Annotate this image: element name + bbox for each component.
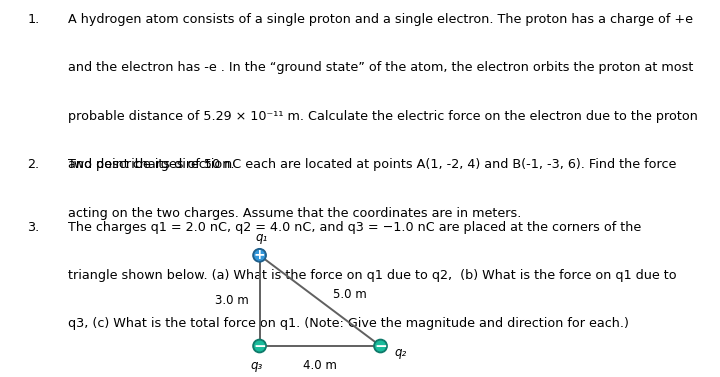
Circle shape bbox=[253, 339, 266, 352]
Circle shape bbox=[374, 339, 387, 352]
Text: triangle shown below. (a) What is the force on q1 due to q2,  (b) What is the fo: triangle shown below. (a) What is the fo… bbox=[68, 269, 677, 282]
Text: 5.0 m: 5.0 m bbox=[333, 288, 366, 300]
Text: −: − bbox=[374, 339, 387, 354]
Text: Two point charges of 50 nC each are located at points A(1, -2, 4) and B(-1, -3, : Two point charges of 50 nC each are loca… bbox=[68, 158, 677, 171]
Text: 3.0 m: 3.0 m bbox=[215, 294, 249, 307]
Text: and describe its direction.: and describe its direction. bbox=[68, 158, 235, 171]
Text: q₂: q₂ bbox=[394, 346, 406, 359]
Circle shape bbox=[255, 250, 264, 260]
Text: The charges q1 = 2.0 nC, q2 = 4.0 nC, and q3 = −1.0 nC are placed at the corners: The charges q1 = 2.0 nC, q2 = 4.0 nC, an… bbox=[68, 221, 642, 233]
Text: 4.0 m: 4.0 m bbox=[303, 359, 337, 372]
Text: 2.: 2. bbox=[27, 158, 40, 171]
Text: acting on the two charges. Assume that the coordinates are in meters.: acting on the two charges. Assume that t… bbox=[68, 207, 522, 219]
Text: 3.: 3. bbox=[27, 221, 40, 233]
Text: probable distance of 5.29 × 10⁻¹¹ m. Calculate the electric force on the electro: probable distance of 5.29 × 10⁻¹¹ m. Cal… bbox=[68, 110, 698, 123]
Circle shape bbox=[376, 341, 385, 351]
Circle shape bbox=[253, 249, 266, 262]
Text: +: + bbox=[253, 248, 266, 262]
Circle shape bbox=[255, 341, 264, 351]
Text: and the electron has -e . In the “ground state” of the atom, the electron orbits: and the electron has -e . In the “ground… bbox=[68, 61, 694, 74]
Text: −: − bbox=[253, 339, 266, 354]
Text: 1.: 1. bbox=[27, 13, 40, 26]
Text: q3, (c) What is the total force on q1. (Note: Give the magnitude and direction f: q3, (c) What is the total force on q1. (… bbox=[68, 317, 629, 330]
Text: q₃: q₃ bbox=[251, 359, 263, 372]
Text: q₁: q₁ bbox=[256, 231, 268, 244]
Text: A hydrogen atom consists of a single proton and a single electron. The proton ha: A hydrogen atom consists of a single pro… bbox=[68, 13, 693, 26]
